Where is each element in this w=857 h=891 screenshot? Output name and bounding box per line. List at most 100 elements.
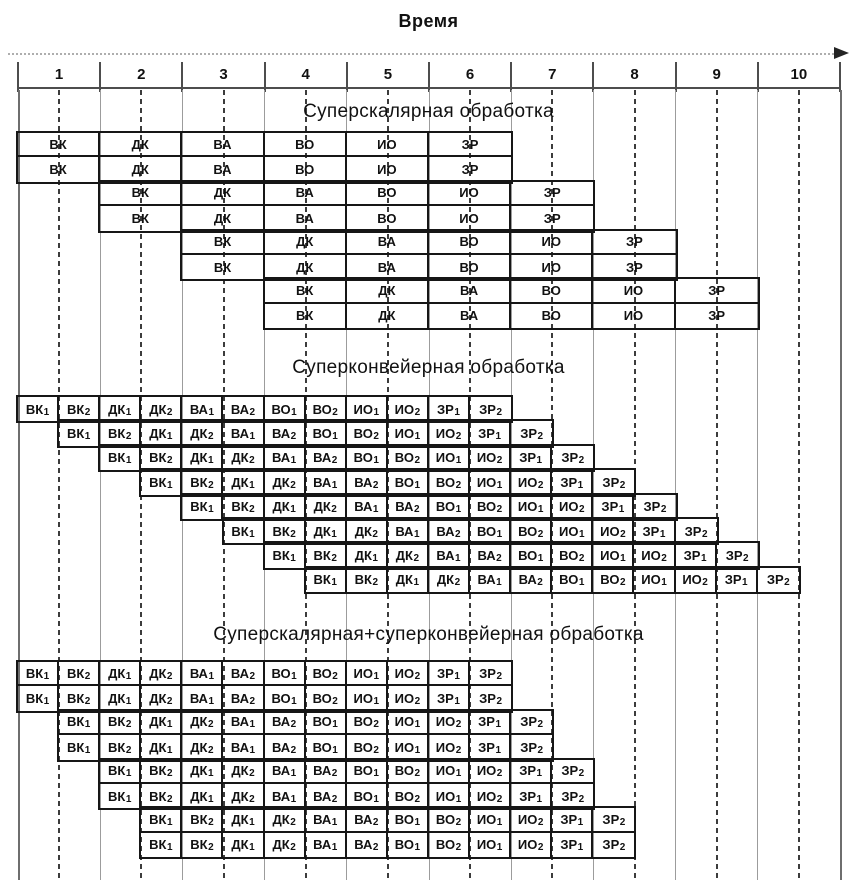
pipeline-stage-cell: ВК 2 [182, 832, 224, 858]
pipeline-stage-cell: ЗР 1 [552, 470, 594, 495]
midcolumn-dashed-guide [797, 90, 800, 880]
pipeline-stage-cell: ВК 2 [347, 567, 388, 593]
stage-subscript: 2 [290, 431, 297, 443]
pipeline-stage-cell: ДК 1 [223, 832, 265, 858]
stage-subscript: 2 [537, 479, 544, 491]
instruction-block-superpipeline: ВК 1 ВК 2 ДК 1 ДК 2 ВА 1 ВА 2 ВО 1 ВО 2 ИО 1 ИО 2 ЗР 1 ЗР 2 [16, 395, 514, 424]
stage-subscript: 2 [619, 842, 626, 854]
pipeline-stage-cell: ВК 1 [59, 421, 101, 446]
stage-subscript: 2 [414, 768, 421, 780]
pipeline-stage-cell: ДК 1 [141, 735, 183, 760]
pipeline-stage-cell: ДК 2 [182, 710, 224, 736]
midcolumn-dashed-guide [222, 90, 225, 880]
pipeline-stage-cell: ВО 2 [306, 397, 347, 422]
stage-subscript: 2 [496, 696, 503, 708]
stage-subscript: 2 [578, 455, 585, 467]
stage-subscript: 1 [495, 744, 502, 756]
pipeline-stage-cell: ДК 2 [223, 783, 265, 809]
stage-subscript: 1 [166, 817, 173, 829]
pipeline-stage-cell: ДК 2 [429, 567, 471, 593]
pipeline-stage-cell: ЗР [511, 182, 594, 207]
pipeline-stage-cell: ВА 2 [511, 567, 553, 593]
midcolumn-dashed-guide [58, 90, 61, 880]
pipeline-stage-cell: ИО 1 [346, 662, 388, 687]
pipeline-stage-cell: ВА 2 [429, 519, 471, 544]
ruler-tick [17, 62, 19, 92]
instruction-block-superscalar: ВК ДК ВА ВО ИО ЗР ВК ДК ВА ВО ИО ЗР [262, 277, 760, 331]
pipeline-stage-cell: ИО [346, 133, 429, 158]
stage-subscript: 1 [249, 528, 255, 540]
pipeline-stage-cell: ВК [265, 303, 347, 329]
pipeline-stage-cell: ВО 1 [265, 686, 306, 711]
section-title-superscalar-superpipeline: Суперскалярная+суперконвейерная обработк… [213, 624, 644, 645]
pipeline-stage-cell: ИО 1 [428, 759, 471, 784]
stage-subscript: 1 [496, 842, 503, 854]
ruler-tick [263, 62, 266, 92]
stage-subscript: 2 [331, 553, 337, 565]
stage-subscript: 2 [290, 719, 297, 731]
pipeline-stage-cell: ВО 1 [429, 494, 471, 519]
stage-subscript: 2 [332, 696, 338, 708]
pipeline-stage-cell: ВК 1 [141, 832, 183, 858]
stage-subscript: 2 [414, 455, 421, 467]
stage-subscript: 2 [537, 719, 544, 731]
pipeline-stage-cell: ИО 2 [388, 397, 429, 422]
pipeline-stage-cell: ВО 2 [429, 832, 471, 858]
stage-subscript: 1 [414, 817, 421, 829]
pipeline-stage-cell: ИО [429, 206, 512, 231]
pipeline-stage-cell: ЗР [708, 308, 726, 324]
pipeline-stage-cell: ИО 1 [593, 543, 635, 568]
pipeline-stage-cell: ДК 2 [182, 735, 224, 760]
ruler-tick-label: 8 [630, 66, 639, 83]
stage-subscript: 1 [455, 504, 462, 516]
pipeline-stage-cell: ВО [429, 254, 512, 280]
pipeline-stage-cell: ВК 2 [182, 808, 224, 833]
pipeline-stage-cell: ВА 2 [347, 470, 388, 495]
stage-subscript: 1 [579, 528, 585, 540]
pipeline-stage-cell: ВА [182, 133, 265, 158]
pipeline-stage-cell: ИО 2 [429, 421, 471, 446]
pipeline-stage-cell: ВК 2 [100, 710, 142, 736]
pipeline-stage-cell: ЗР 2 [593, 808, 635, 833]
pipeline-stage-cell: ИО 1 [388, 421, 429, 446]
stage-subscript: 2 [332, 670, 338, 682]
pipeline-stage-cell: ВО 2 [306, 686, 347, 711]
pipeline-stage-cell: ЗР 2 [725, 548, 749, 565]
pipeline-stage-cell: ВА 1 [182, 686, 224, 711]
stage-subscript: 2 [207, 719, 214, 731]
stage-subscript: 2 [331, 793, 338, 805]
pipeline-stage-cell: ВО 1 [387, 808, 429, 833]
stage-subscript: 2 [578, 793, 585, 805]
pipeline-stage-cell: ВО 2 [470, 494, 512, 519]
stage-subscript: 2 [496, 670, 503, 682]
stage-subscript: 2 [537, 431, 544, 443]
column-guide-line [757, 90, 759, 880]
pipeline-stage-cell: ВО 2 [552, 543, 594, 568]
pipeline-stage-cell: ВК 2 [59, 397, 101, 422]
pipeline-stage-cell: ВК 2 [59, 686, 101, 711]
pipeline-stage-cell: ВК 1 [59, 735, 101, 760]
column-guide-line [346, 90, 348, 880]
pipeline-stage-cell: ВК [18, 157, 101, 182]
pipeline-stage-cell: ЗР 2 [479, 401, 503, 418]
stage-subscript: 1 [373, 455, 379, 467]
pipeline-stage-cell: ВА [347, 254, 429, 280]
pipeline-stage-cell: ЗР 2 [520, 739, 544, 756]
right-arrow-icon [834, 47, 849, 59]
pipeline-stage-cell: ВА 2 [265, 421, 306, 446]
pipeline-stage-cell: ЗР 1 [676, 543, 717, 568]
pipeline-stage-cell: ДК 2 [182, 421, 224, 446]
pipeline-stage-cell: ВК [100, 206, 183, 231]
ruler-tick-label: 10 [790, 66, 808, 83]
pipeline-stage-cell: ИО [593, 279, 676, 304]
pipeline-stage-cell: ДК 1 [223, 470, 265, 495]
pipeline-stage-cell: ДК [347, 303, 429, 329]
ruler-tick [674, 62, 677, 92]
pipeline-stage-cell: ИО 2 [511, 470, 553, 495]
pipeline-stage-cell: ИО 2 [634, 543, 676, 568]
stage-subscript: 2 [290, 479, 296, 491]
column-guide-line [510, 90, 512, 880]
stage-subscript: 2 [701, 528, 708, 540]
stage-subscript: 1 [455, 793, 462, 805]
stage-subscript: 2 [414, 793, 421, 805]
